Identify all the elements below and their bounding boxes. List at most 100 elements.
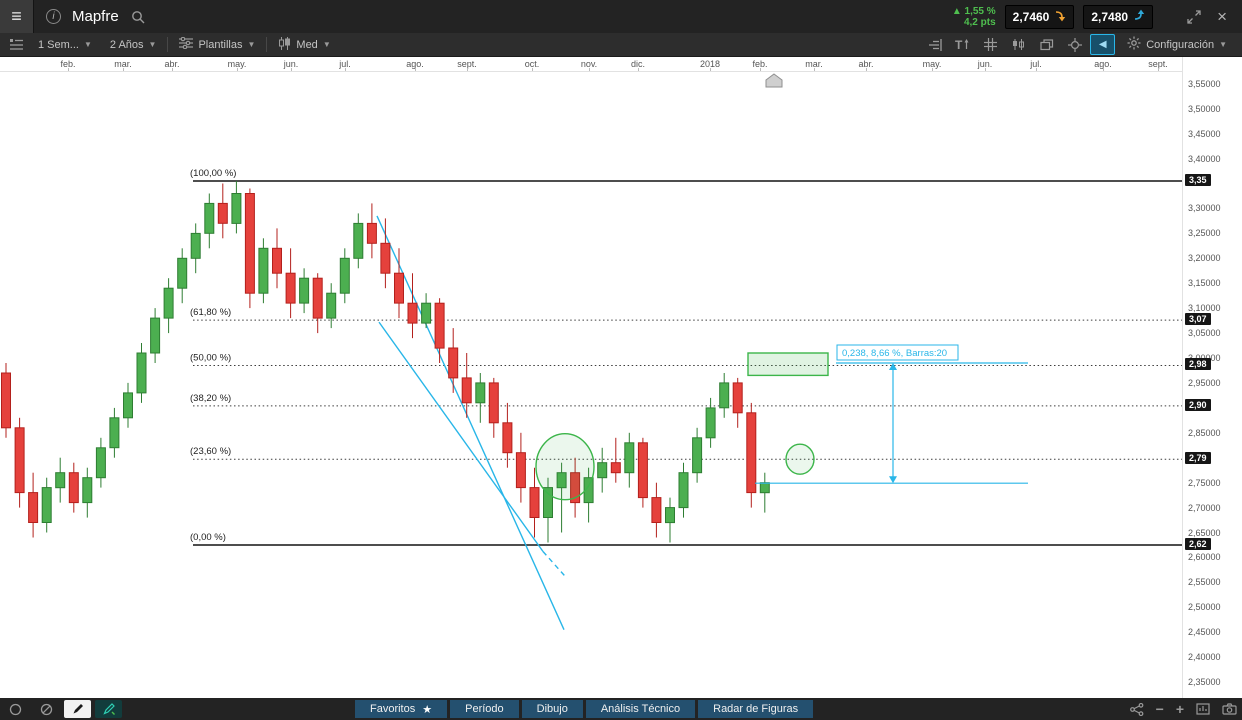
timeframe-dropdown[interactable]: 1 Sem... ▼ xyxy=(29,33,101,57)
hamburger-menu-button[interactable]: ≡ xyxy=(0,0,34,33)
zoom-in-button[interactable]: + xyxy=(1175,701,1184,717)
fibonacci-retracement[interactable]: (100,00 %) (61,80 %) (50,00 %) (38,20 %) (23… xyxy=(190,168,1182,546)
candle[interactable] xyxy=(109,407,120,458)
candle[interactable] xyxy=(312,273,323,334)
candlestick-series[interactable] xyxy=(1,181,770,543)
candle[interactable] xyxy=(529,467,540,538)
candle[interactable] xyxy=(746,402,757,508)
candle[interactable] xyxy=(68,462,79,513)
watchlist-icon[interactable] xyxy=(4,34,29,55)
no-drawing-tool-button[interactable] xyxy=(33,700,60,718)
sell-price-button[interactable]: 2,7460 xyxy=(1004,4,1075,29)
candle[interactable] xyxy=(380,218,391,289)
trend-channel[interactable] xyxy=(376,215,568,630)
candle[interactable] xyxy=(732,377,743,428)
buy-price-button[interactable]: 2,7480 xyxy=(1083,4,1154,29)
templates-dropdown[interactable]: Plantillas ▼ xyxy=(170,33,264,57)
candle[interactable] xyxy=(502,402,513,468)
candle[interactable] xyxy=(705,397,716,448)
zoom-out-button[interactable]: − xyxy=(1155,701,1164,717)
candlestick-chart[interactable]: (100,00 %) (61,80 %) (50,00 %) (38,20 %) (23… xyxy=(0,72,1182,698)
candle[interactable] xyxy=(163,278,174,334)
chart-type-icon[interactable] xyxy=(1006,34,1031,55)
candle[interactable] xyxy=(394,248,404,319)
candle[interactable] xyxy=(637,437,648,508)
share-icon[interactable] xyxy=(1129,702,1144,716)
candle[interactable] xyxy=(488,377,499,438)
candle[interactable] xyxy=(543,477,553,543)
tab-analisis-tecnico[interactable]: Análisis Técnico xyxy=(585,700,696,718)
time-axis-slider[interactable] xyxy=(764,73,784,93)
candle[interactable] xyxy=(678,462,689,518)
candle[interactable] xyxy=(719,373,730,418)
order-ladder-icon[interactable] xyxy=(922,34,947,55)
tab-dibujo[interactable]: Dibujo xyxy=(521,700,583,718)
layers-icon[interactable] xyxy=(1034,34,1059,55)
candle[interactable] xyxy=(651,482,662,538)
channel-line[interactable] xyxy=(376,215,565,630)
search-icon[interactable] xyxy=(131,10,145,24)
candle[interactable] xyxy=(123,382,133,428)
candle[interactable] xyxy=(82,467,93,518)
grid-icon[interactable] xyxy=(978,34,1003,55)
candle[interactable] xyxy=(692,427,703,483)
candle[interactable] xyxy=(28,472,39,538)
price-axis[interactable]: 3,55000 3,50000 3,45000 3,40000 3,30000 3,250… xyxy=(1182,57,1242,698)
channel-line[interactable] xyxy=(542,551,568,579)
close-icon[interactable]: × xyxy=(1217,7,1227,26)
crosshair-icon[interactable] xyxy=(1062,34,1087,55)
candle[interactable] xyxy=(150,308,161,363)
candle[interactable] xyxy=(217,183,228,239)
candle[interactable] xyxy=(299,268,310,314)
candle[interactable] xyxy=(421,293,432,329)
candle[interactable] xyxy=(258,238,269,304)
expand-window-icon[interactable] xyxy=(1186,9,1202,25)
candle[interactable] xyxy=(597,447,608,493)
candle[interactable] xyxy=(759,472,770,513)
candle[interactable] xyxy=(610,437,621,483)
candle[interactable] xyxy=(55,457,66,503)
screenshot-camera-icon[interactable] xyxy=(1222,703,1237,715)
zone-box-annotation[interactable] xyxy=(747,352,829,377)
measurement-annotation[interactable]: 0,238, 8,66 %, Barras:20 xyxy=(755,344,1028,484)
candle[interactable] xyxy=(95,437,106,488)
candle[interactable] xyxy=(136,343,147,403)
auto-draw-tool-button[interactable] xyxy=(95,700,122,718)
tab-favoritos[interactable]: Favoritos ★ xyxy=(355,700,448,718)
tab-radar-de-figuras[interactable]: Radar de Figuras xyxy=(698,700,814,718)
candle[interactable] xyxy=(339,248,350,304)
candle[interactable] xyxy=(326,283,337,329)
candle[interactable] xyxy=(353,213,364,269)
candle[interactable] xyxy=(285,248,296,319)
pencil-tool-button[interactable] xyxy=(64,700,91,718)
channel-line[interactable] xyxy=(378,321,544,552)
candle[interactable] xyxy=(204,193,215,249)
ellipse-annotation[interactable] xyxy=(535,433,595,501)
fit-chart-icon[interactable] xyxy=(1196,703,1210,715)
ellipse-annotation[interactable] xyxy=(785,443,815,475)
indicators-dropdown[interactable]: Med ▼ xyxy=(269,33,339,57)
candle[interactable] xyxy=(434,298,445,363)
info-icon[interactable]: i xyxy=(46,9,61,24)
range-dropdown[interactable]: 2 Años ▼ xyxy=(101,33,166,57)
candle[interactable] xyxy=(515,432,526,503)
time-axis[interactable]: feb. mar. abr. may. jun. jul. ago. sept. oct. nov… xyxy=(0,57,1242,72)
pointer-tool-button[interactable]: ◀ xyxy=(1090,34,1116,55)
candle[interactable] xyxy=(448,328,459,393)
candle[interactable] xyxy=(665,497,675,543)
candle[interactable] xyxy=(556,462,567,533)
tab-periodo[interactable]: Período xyxy=(450,700,519,718)
settings-dropdown[interactable]: Configuración ▼ xyxy=(1118,33,1236,57)
candle[interactable] xyxy=(231,181,242,234)
shape-tool-button[interactable] xyxy=(2,700,29,718)
candle[interactable] xyxy=(190,223,201,274)
candle[interactable] xyxy=(624,432,635,488)
candle[interactable] xyxy=(41,477,52,533)
candle[interactable] xyxy=(407,273,418,339)
candle[interactable] xyxy=(244,188,255,309)
candle[interactable] xyxy=(14,417,25,508)
candle[interactable] xyxy=(475,373,486,423)
candle[interactable] xyxy=(1,363,11,438)
candle[interactable] xyxy=(461,353,472,418)
text-tool-icon[interactable]: T xyxy=(950,34,975,55)
